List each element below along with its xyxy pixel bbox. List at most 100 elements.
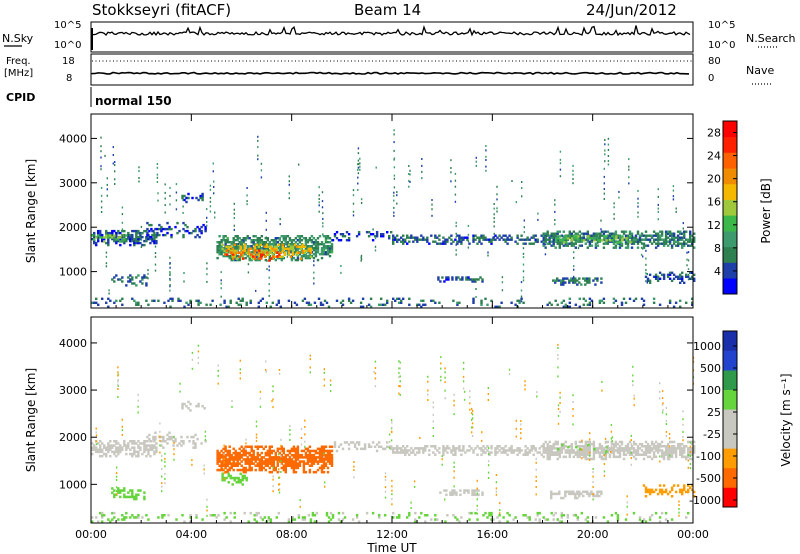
data-cell <box>119 450 122 454</box>
data-cell <box>396 445 399 448</box>
data-cell <box>693 445 696 448</box>
data-streak <box>487 460 490 463</box>
data-cell <box>135 276 138 279</box>
data-cell <box>107 231 110 235</box>
data-cell <box>608 453 612 457</box>
data-cell <box>312 243 316 246</box>
data-cell <box>224 449 227 453</box>
data-cell <box>612 442 616 446</box>
data-cell <box>520 297 523 300</box>
data-cell <box>498 449 501 452</box>
data-streak <box>441 455 443 458</box>
data-cell <box>357 231 361 234</box>
data-streak <box>476 512 478 515</box>
y-tick-label: 3000 <box>59 177 87 190</box>
data-cell <box>476 453 479 457</box>
data-cell <box>254 468 257 472</box>
data-cell <box>522 453 525 457</box>
data-cell <box>232 456 235 459</box>
data-streak <box>610 424 613 426</box>
data-cell <box>95 450 98 454</box>
data-cell <box>197 198 200 202</box>
data-cell <box>231 249 234 252</box>
data-cell <box>243 249 246 252</box>
data-cell <box>150 444 153 447</box>
data-streak <box>313 260 315 263</box>
data-cell <box>486 516 489 519</box>
data-streak <box>432 420 434 423</box>
data-cell <box>681 453 684 457</box>
data-cell <box>195 516 198 519</box>
data-cell <box>196 437 199 441</box>
data-cell <box>316 243 320 246</box>
data-cell <box>689 486 692 490</box>
data-cell <box>402 240 405 243</box>
data-cell <box>280 466 284 470</box>
data-cell <box>660 490 664 494</box>
data-cell <box>662 275 666 278</box>
data-cell <box>125 495 128 499</box>
data-cell <box>227 472 230 476</box>
data-cell <box>270 445 274 449</box>
data-streak <box>487 251 489 254</box>
data-streak <box>607 160 610 162</box>
data-cell <box>234 245 237 248</box>
data-cell <box>578 297 582 300</box>
data-streak <box>393 141 395 144</box>
data-cell <box>446 451 449 454</box>
data-cell <box>228 456 231 459</box>
data-cell <box>664 518 668 521</box>
data-streak <box>589 458 591 461</box>
data-cell <box>236 237 239 240</box>
data-cell <box>331 239 335 242</box>
data-cell <box>679 277 682 280</box>
data-cell <box>568 445 572 448</box>
data-cell <box>280 235 284 238</box>
colorbar-tick-label: 16 <box>707 196 721 209</box>
data-cell <box>218 241 221 244</box>
data-cell <box>656 238 660 241</box>
data-streak <box>646 273 648 275</box>
data-cell <box>260 253 263 256</box>
colorbar-swatch <box>723 331 737 351</box>
data-cell <box>105 448 108 452</box>
data-cell <box>238 237 241 240</box>
data-cell <box>241 297 244 300</box>
data-cell <box>276 470 280 474</box>
data-streak <box>632 374 634 377</box>
data-streak <box>384 475 387 478</box>
data-cell <box>324 251 328 254</box>
colorbar-tick-label: -1000 <box>689 494 721 507</box>
data-streak <box>280 463 282 466</box>
data-cell <box>148 229 151 233</box>
data-cell <box>197 303 200 306</box>
data-streak <box>156 181 159 183</box>
data-cell <box>103 452 106 456</box>
data-cell <box>265 301 269 304</box>
data-cell <box>257 255 261 258</box>
data-cell <box>634 238 638 241</box>
data-cell <box>216 468 219 472</box>
data-cell <box>270 458 274 461</box>
data-cell <box>230 241 233 244</box>
data-cell <box>396 240 399 243</box>
data-cell <box>298 235 302 238</box>
data-cell <box>676 447 680 450</box>
data-cell <box>216 241 219 244</box>
data-cell <box>636 451 640 454</box>
data-cell <box>676 277 680 280</box>
data-cell <box>141 235 144 239</box>
data-cell <box>586 451 590 454</box>
data-cell <box>328 254 332 258</box>
data-streak <box>440 375 442 378</box>
data-cell <box>164 233 167 237</box>
data-cell <box>99 236 102 239</box>
data-cell <box>227 305 230 308</box>
data-cell <box>687 484 690 487</box>
data-cell <box>548 445 551 448</box>
data-cell <box>474 447 477 450</box>
data-streak <box>217 374 219 377</box>
data-cell <box>660 511 664 515</box>
data-cell <box>622 457 626 461</box>
data-cell <box>252 458 255 461</box>
